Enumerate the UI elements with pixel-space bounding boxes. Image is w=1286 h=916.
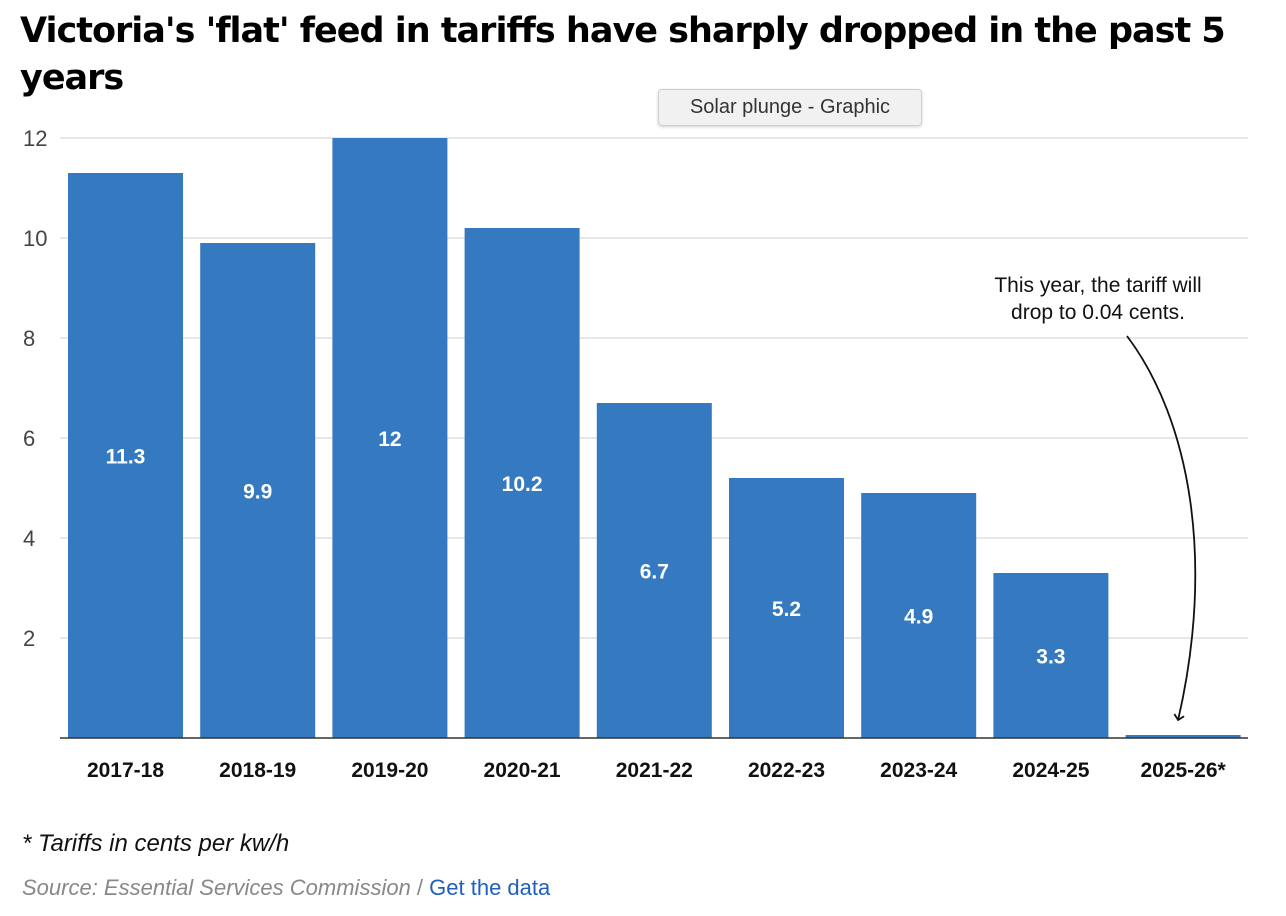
x-tick-label: 2025-26* <box>1140 759 1226 782</box>
get-data-link[interactable]: Get the data <box>429 875 551 900</box>
bar-2019-20[interactable] <box>332 138 448 738</box>
footnote: * Tariffs in cents per kw/h <box>22 830 290 857</box>
bar-value-label: 5.2 <box>772 598 801 621</box>
graphic-tooltip: Solar plunge - Graphic <box>658 89 922 126</box>
x-tick-label: 2024-25 <box>1012 759 1089 782</box>
x-tick-label: 2020-21 <box>484 759 561 782</box>
source-line: Source: Essential Services Commission / … <box>22 875 550 901</box>
bar-value-label: 6.7 <box>640 561 669 584</box>
bar-value-label: 4.9 <box>904 606 933 629</box>
bar-2025-26*[interactable] <box>1125 735 1241 738</box>
x-tick-label: 2023-24 <box>880 759 957 782</box>
bar-2023-24[interactable] <box>861 493 977 738</box>
annotation-arrow <box>1126 335 1197 722</box>
source-separator: / <box>410 875 430 900</box>
x-tick-label: 2021-22 <box>616 759 693 782</box>
x-tick-label: 2022-23 <box>748 759 825 782</box>
y-tick-label: 12 <box>23 126 47 151</box>
bar-2017-18[interactable] <box>68 173 183 738</box>
y-tick-label: 6 <box>23 426 35 451</box>
y-tick-label: 4 <box>23 526 35 551</box>
bar-2024-25[interactable] <box>993 573 1109 738</box>
bar-value-label: 9.9 <box>243 481 272 504</box>
bar-2022-23[interactable] <box>729 478 844 738</box>
annotation-text: This year, the tariff will <box>994 274 1201 297</box>
bar-value-label: 10.2 <box>502 473 543 496</box>
annotation-text: drop to 0.04 cents. <box>1011 301 1185 324</box>
bar-value-label: 11.3 <box>106 446 146 469</box>
bar-2021-22[interactable] <box>596 403 712 738</box>
bar-value-label: 3.3 <box>1036 646 1065 669</box>
bar-2020-21[interactable] <box>464 228 580 738</box>
y-tick-label: 2 <box>23 626 35 651</box>
bar-value-label: 12 <box>378 428 401 451</box>
source-text: Source: Essential Services Commission <box>22 875 411 900</box>
bar-2018-19[interactable] <box>200 243 316 738</box>
y-tick-label: 8 <box>23 326 35 351</box>
y-tick-label: 10 <box>23 226 47 251</box>
chart-title: Victoria's 'flat' feed in tariffs have s… <box>20 11 1226 98</box>
x-tick-label: 2019-20 <box>351 759 428 782</box>
x-tick-label: 2017-18 <box>87 759 164 782</box>
x-tick-label: 2018-19 <box>219 759 296 782</box>
